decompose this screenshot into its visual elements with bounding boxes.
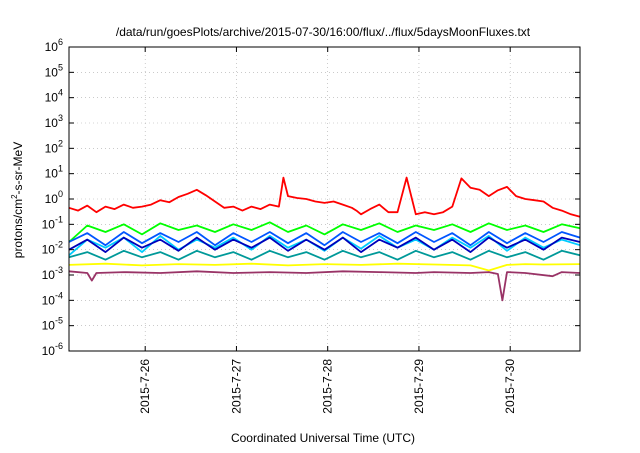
- y-axis-label: protons/cm2-s-sr-MeV: [10, 142, 25, 258]
- y-tick-label: 10-2: [42, 240, 63, 257]
- y-tick-label: 105: [45, 62, 63, 79]
- y-tick-label-exp: -2: [55, 240, 63, 250]
- gridlines: [69, 46, 580, 352]
- x-axis-label: Coordinated Universal Time (UTC): [231, 431, 415, 445]
- y-tick-label-base: 10: [42, 319, 56, 333]
- y-tick-label-exp: -1: [55, 214, 63, 224]
- y-tick-label-exp: -3: [55, 265, 63, 275]
- y-tick-label-exp: 0: [58, 189, 63, 199]
- y-tick-label: 10-5: [42, 316, 63, 333]
- chart-title: /data/run/goesPlots/archive/2015-07-30/1…: [116, 25, 531, 39]
- series-line-5: [68, 236, 581, 254]
- y-tick-label-base: 10: [45, 167, 59, 181]
- y-tick-label-base: 10: [45, 192, 59, 206]
- y-axis-label-base: protons/cm: [11, 199, 25, 258]
- plot-series: [68, 176, 581, 302]
- y-tick-label: 10-1: [42, 214, 63, 231]
- y-tick-label-base: 10: [42, 344, 56, 358]
- y-tick-label: 10-4: [42, 290, 63, 307]
- y-tick-label: 10-3: [42, 265, 63, 282]
- y-tick-label-base: 10: [45, 40, 59, 54]
- y-tick-label-base: 10: [42, 268, 56, 282]
- y-axis-ticks: 10610510410310210110010-110-210-310-410-…: [42, 37, 580, 358]
- y-tick-label-exp: -6: [55, 341, 63, 351]
- x-tick-label: 2015-7-30: [503, 359, 517, 414]
- y-tick-label-exp: -5: [55, 316, 63, 326]
- y-tick-label-base: 10: [42, 293, 56, 307]
- y-tick-label-base: 10: [45, 141, 59, 155]
- y-tick-label-exp: 4: [58, 88, 63, 98]
- series-line-1: [68, 176, 581, 218]
- y-tick-label-base: 10: [45, 91, 59, 105]
- y-tick-label: 103: [45, 113, 63, 130]
- y-tick-label: 106: [45, 37, 63, 54]
- y-tick-label-exp: 1: [58, 164, 63, 174]
- x-tick-label: 2015-7-29: [412, 359, 426, 414]
- y-tick-label: 104: [45, 88, 63, 105]
- y-tick-label-exp: 3: [58, 113, 63, 123]
- y-tick-label: 100: [45, 189, 63, 206]
- series-line-4: [68, 231, 581, 247]
- x-tick-label: 2015-7-28: [321, 359, 335, 414]
- y-axis-label-sup: 2: [10, 194, 19, 199]
- x-tick-label: 2015-7-26: [138, 359, 152, 414]
- x-axis-ticks: 2015-7-26 2015-7-27 2015-7-28 2015-7-29 2015…: [138, 47, 517, 414]
- x-tick-label: 2015-7-27: [229, 359, 243, 414]
- y-tick-label-base: 10: [45, 65, 59, 79]
- y-tick-label-exp: 5: [58, 62, 63, 72]
- y-tick-label-base: 10: [42, 217, 56, 231]
- series-line-8: [68, 270, 581, 302]
- y-tick-label-exp: 2: [58, 138, 63, 148]
- y-tick-label: 10-6: [42, 341, 63, 358]
- series-line-6: [68, 249, 581, 261]
- y-tick-label: 101: [45, 164, 63, 181]
- series-line-2: [68, 221, 581, 243]
- y-tick-label-exp: -4: [55, 290, 63, 300]
- y-tick-label-base: 10: [42, 243, 56, 257]
- y-axis-label-rest: -s-sr-MeV: [11, 142, 25, 195]
- series-line-7: [68, 262, 581, 272]
- y-tick-label-base: 10: [45, 116, 59, 130]
- y-tick-label: 102: [45, 138, 63, 155]
- y-tick-label-exp: 6: [58, 37, 63, 47]
